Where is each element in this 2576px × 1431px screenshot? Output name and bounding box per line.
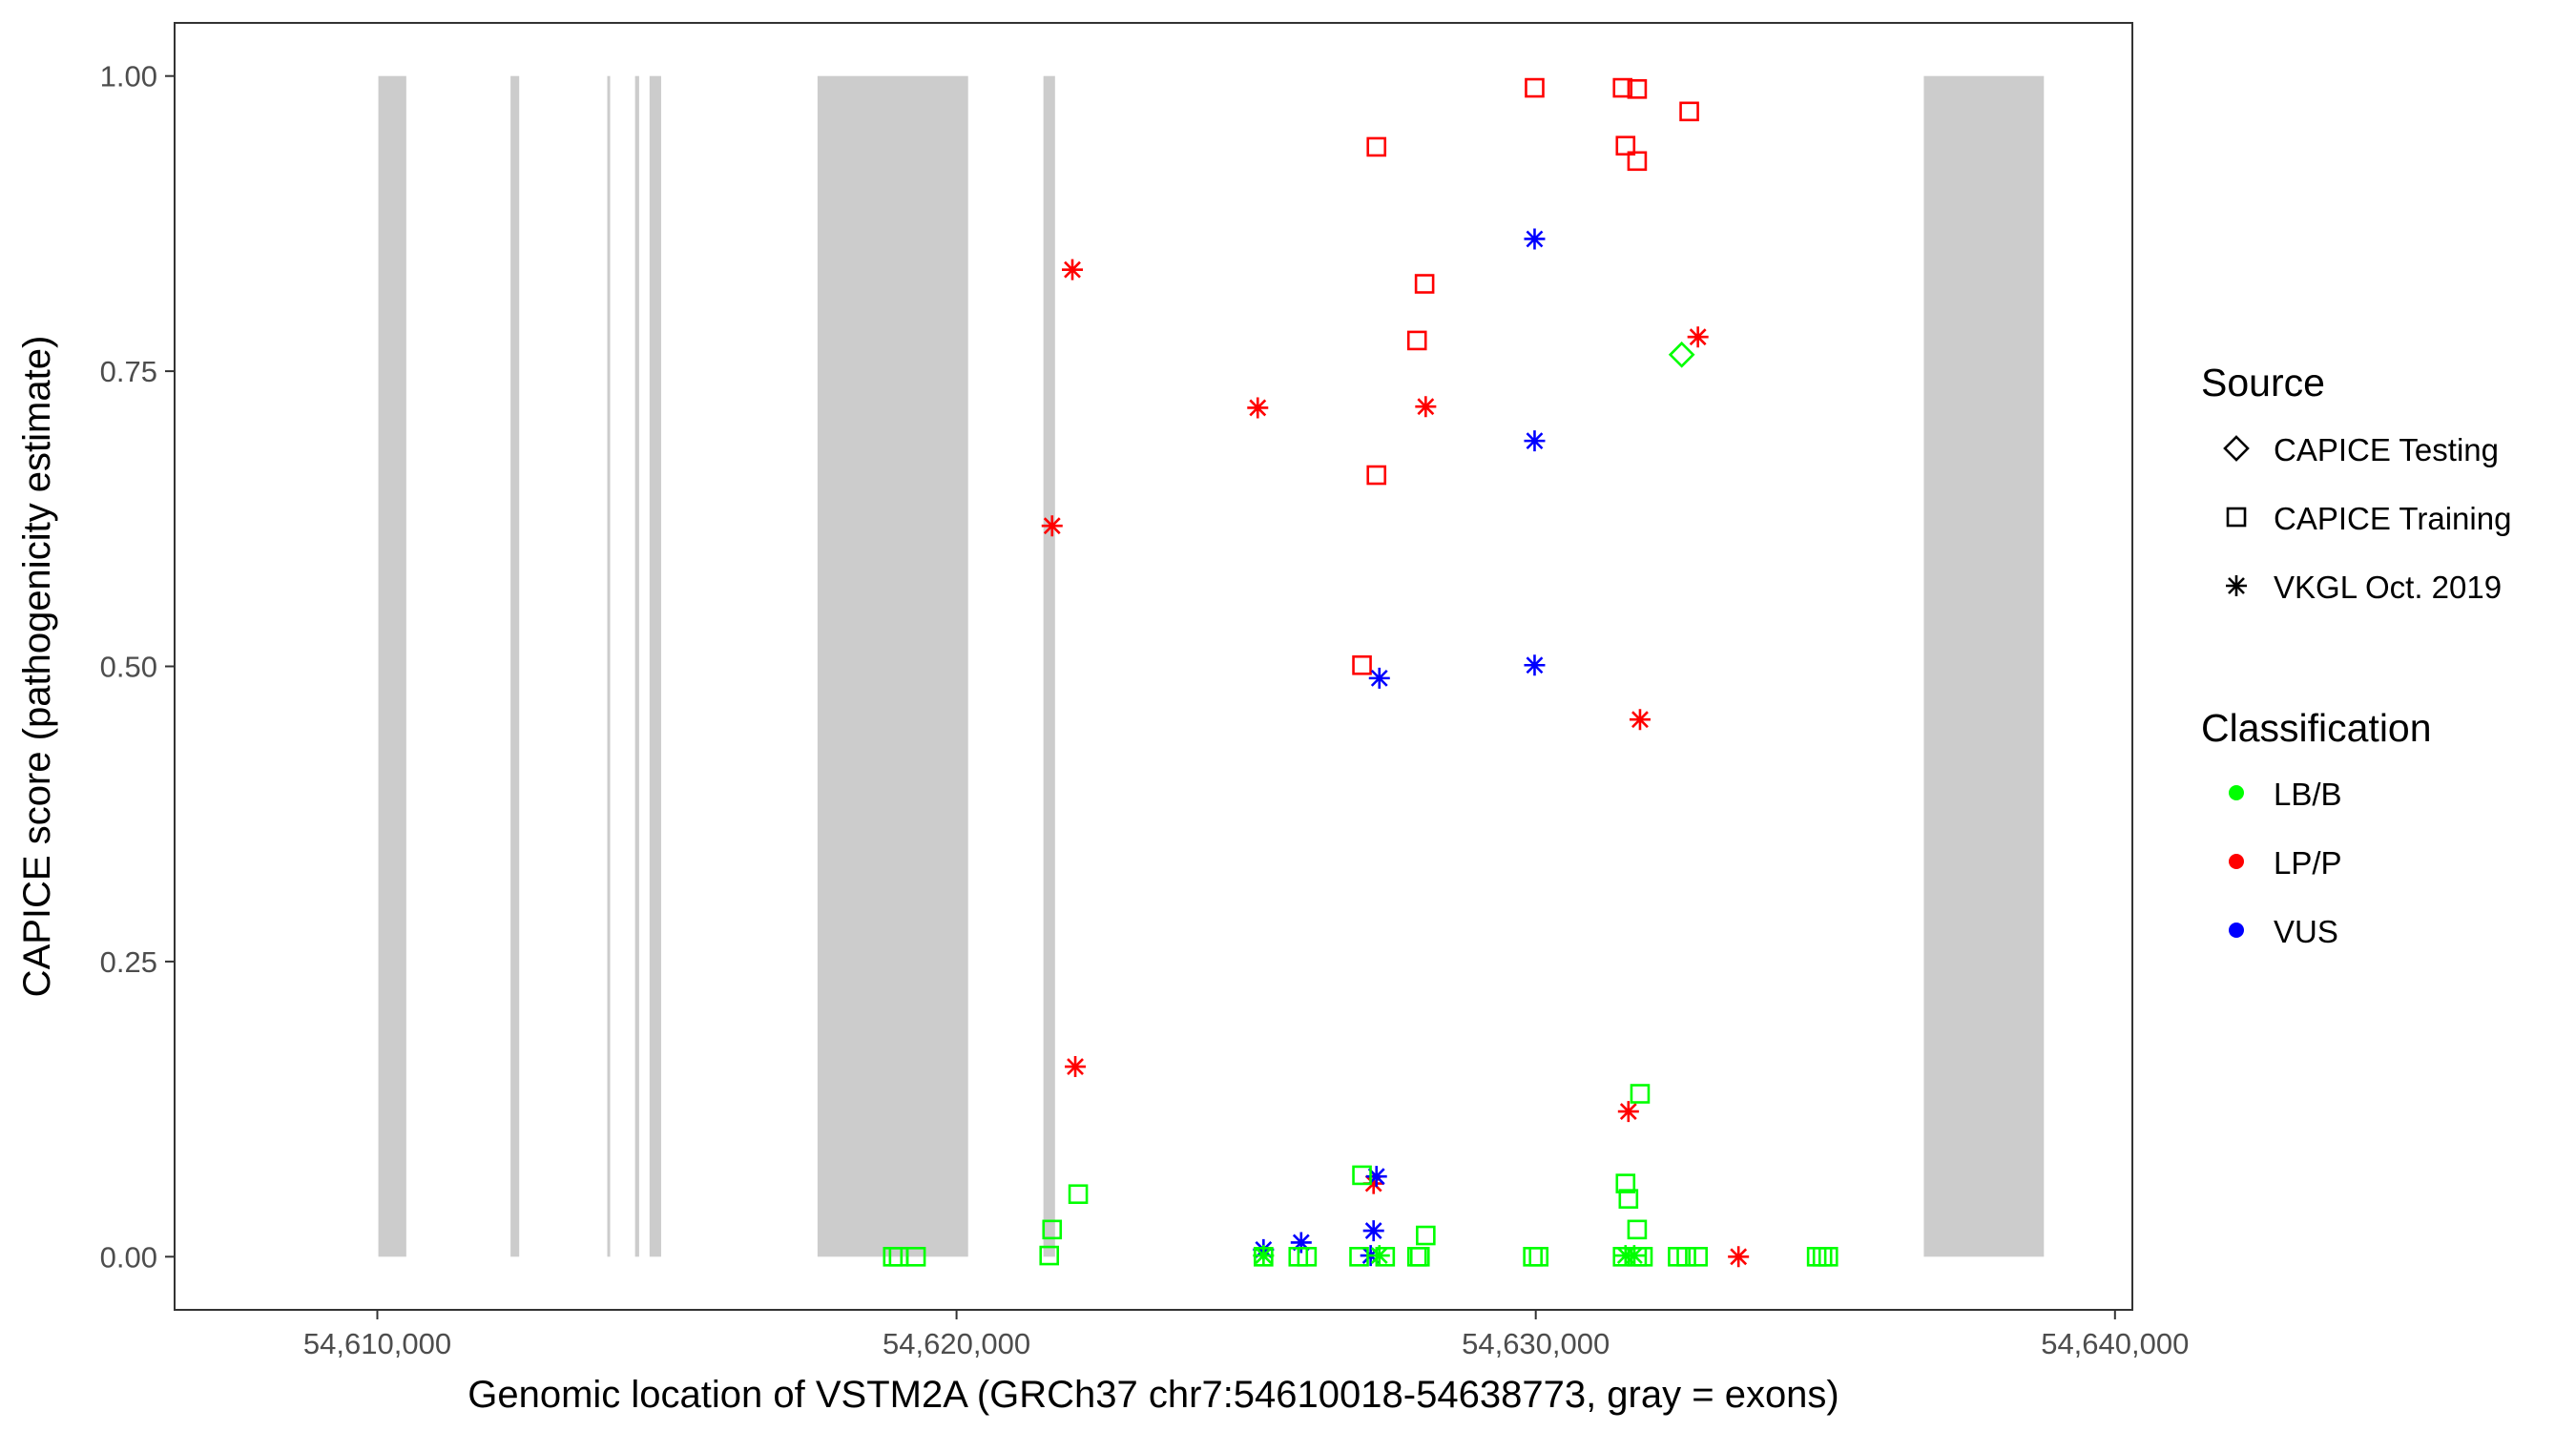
data-point: [1041, 515, 1063, 537]
data-point: [1525, 77, 1545, 98]
data-point: [1362, 1172, 1384, 1194]
x-tick-label: 54,640,000: [2041, 1327, 2189, 1360]
exon-band: [817, 75, 968, 1257]
exon-band: [378, 75, 406, 1257]
legend-label: CAPICE Testing: [2274, 432, 2499, 467]
y-tick-label: 0.00: [100, 1240, 157, 1274]
data-point: [1062, 259, 1084, 280]
y-tick-label: 0.25: [100, 945, 157, 979]
legend-key: [2229, 854, 2244, 869]
legend-key: [2229, 785, 2244, 800]
data-point: [1065, 1056, 1087, 1078]
legend-label: LP/P: [2274, 845, 2342, 881]
x-tick-label: 54,620,000: [883, 1327, 1030, 1360]
data-point: [1627, 151, 1648, 172]
y-tick-label: 1.00: [100, 60, 157, 93]
data-point: [1352, 654, 1372, 675]
data-point: [1042, 1219, 1063, 1240]
data-point: [1366, 465, 1387, 486]
data-point: [1524, 654, 1546, 676]
data-point: [1362, 1220, 1384, 1242]
y-tick-label: 0.50: [100, 651, 157, 684]
legend-label: VKGL Oct. 2019: [2274, 570, 2502, 605]
data-point: [1615, 1173, 1636, 1193]
data-point: [1629, 709, 1651, 731]
legend-label: CAPICE Training: [2274, 501, 2511, 536]
exon-band: [510, 75, 520, 1257]
data-point: [1688, 1247, 1708, 1267]
exon-band: [1043, 75, 1055, 1257]
legend-title: Classification: [2201, 706, 2432, 750]
data-point: [1297, 1247, 1318, 1267]
exon-band: [1923, 75, 2045, 1257]
data-point: [1406, 330, 1427, 351]
x-tick-label: 54,610,000: [303, 1327, 451, 1360]
data-point: [1818, 1247, 1839, 1267]
legend: Source CAPICE Testing CAPICE Training VKGL …: [2201, 361, 2511, 949]
data-point: [1627, 1219, 1648, 1240]
data-point: [1679, 101, 1699, 122]
points-layer: [883, 77, 1839, 1268]
exon-band: [649, 75, 661, 1257]
data-point: [1253, 1245, 1275, 1267]
legend-key: [2226, 575, 2247, 596]
data-point: [1630, 1084, 1651, 1104]
data-point: [1068, 1184, 1089, 1205]
data-point: [1615, 135, 1636, 156]
data-point: [1676, 1247, 1696, 1267]
data-point: [1352, 1165, 1372, 1186]
legend-key: [2226, 507, 2247, 528]
data-point: [1618, 1189, 1639, 1209]
data-point: [1039, 1245, 1060, 1266]
y-tick-label: 0.75: [100, 355, 157, 388]
exon-band: [634, 75, 639, 1257]
exons-layer: [378, 75, 2045, 1257]
data-point: [1687, 326, 1709, 348]
axes-layer: 54,610,000 54,620,000 54,630,000 54,640,000…: [100, 60, 2190, 1360]
data-point: [1247, 397, 1269, 419]
data-point: [1627, 79, 1648, 99]
data-point: [1366, 136, 1387, 157]
data-point: [1414, 274, 1435, 294]
data-point: [1365, 1166, 1387, 1188]
data-point: [1528, 1247, 1549, 1267]
data-point: [905, 1247, 926, 1267]
data-point: [1368, 1245, 1390, 1267]
data-point: [1368, 667, 1390, 689]
data-point: [1623, 1245, 1645, 1267]
x-axis-title: Genomic location of VSTM2A (GRCh37 chr7:…: [467, 1374, 1839, 1416]
data-point: [1668, 341, 1695, 368]
legend-label: VUS: [2274, 914, 2338, 949]
data-point: [1290, 1232, 1312, 1254]
y-axis-title: CAPICE score (pathogenicity estimate): [16, 336, 58, 998]
data-point: [1728, 1246, 1750, 1268]
legend-key: [2223, 435, 2250, 462]
data-point: [1409, 1247, 1430, 1267]
legend-title: Source: [2201, 361, 2325, 404]
data-point: [1524, 228, 1546, 250]
data-point: [1617, 1101, 1639, 1123]
data-point: [1416, 1225, 1436, 1246]
exon-band: [607, 75, 611, 1257]
legend-key: [2229, 923, 2244, 938]
data-point: [1524, 430, 1546, 452]
x-tick-label: 54,630,000: [1462, 1327, 1610, 1360]
data-point: [1415, 396, 1437, 418]
legend-label: LB/B: [2274, 777, 2342, 812]
data-point: [1612, 77, 1633, 98]
data-point: [1349, 1247, 1369, 1267]
